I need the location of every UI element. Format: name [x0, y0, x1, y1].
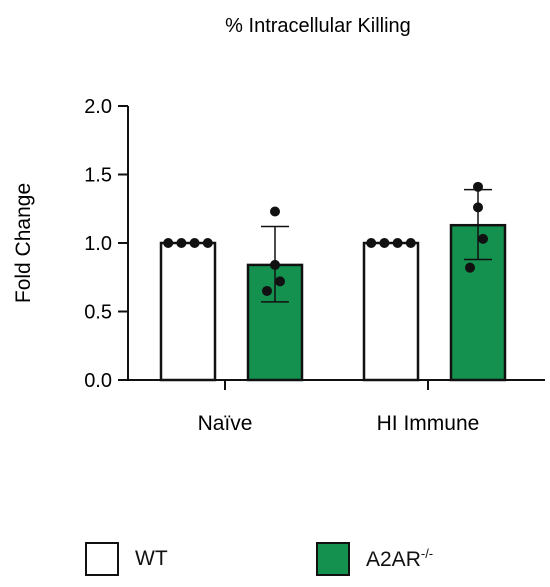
data-point — [405, 238, 416, 248]
y-axis: 0.0 0.5 1.0 1.5 2.0 — [84, 96, 129, 392]
bar — [159, 241, 217, 382]
y-axis-title: Fold Change — [12, 183, 35, 303]
bars — [159, 181, 507, 382]
y-tick-label: 0.5 — [84, 302, 112, 324]
x-category-label: HI Immune — [377, 412, 480, 435]
y-tick-label: 1.0 — [84, 233, 112, 255]
data-point — [392, 238, 403, 248]
data-point — [473, 181, 483, 192]
bar — [362, 241, 420, 382]
x-axis: Naïve HI Immune — [128, 379, 545, 435]
data-point — [275, 276, 285, 287]
y-tick-label: 0.0 — [84, 370, 112, 392]
data-point — [176, 238, 187, 248]
data-point — [270, 259, 280, 270]
chart: % Intracellular Killing Fold Change 0.00… — [12, 15, 545, 435]
data-point — [478, 233, 488, 244]
x-category-label: Naïve — [198, 412, 253, 435]
data-point — [262, 285, 272, 296]
legend-label-wt: WT — [135, 547, 168, 570]
data-point — [465, 262, 475, 273]
legend: WT A2AR-/- — [0, 538, 550, 582]
chart-title: % Intracellular Killing — [225, 15, 411, 37]
data-point — [270, 206, 280, 217]
legend-label-a2ar: A2AR-/- — [366, 546, 434, 571]
legend-item-a2ar: A2AR-/- — [316, 542, 433, 576]
data-point — [163, 238, 174, 248]
legend-swatch-a2ar — [316, 542, 350, 576]
data-point — [379, 238, 390, 248]
data-point — [202, 238, 213, 248]
data-point — [473, 202, 483, 213]
y-tick-label: 2.0 — [84, 96, 112, 118]
y-tick-label: 1.5 — [84, 165, 112, 187]
legend-item-wt: WT — [85, 542, 168, 576]
data-point — [189, 238, 200, 248]
legend-swatch-wt — [85, 542, 119, 576]
data-point — [366, 238, 377, 248]
